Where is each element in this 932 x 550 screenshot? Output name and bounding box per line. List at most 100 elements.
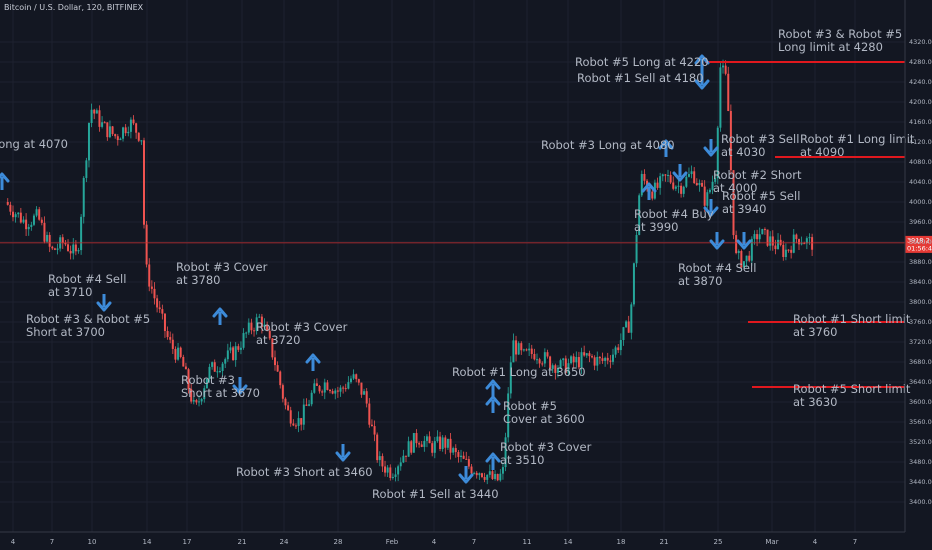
- candle-body: [609, 360, 612, 362]
- arrow-head: [335, 451, 351, 462]
- annotation-line: Robot #4 Sell: [678, 261, 756, 275]
- candle-body: [763, 229, 766, 231]
- annotation-label: Robot #2 Short at 4000: [713, 168, 802, 195]
- candle-body: [528, 348, 531, 351]
- candle-body: [494, 474, 497, 479]
- candle-body: [187, 369, 190, 389]
- annotation-label: Robot #1 Sell at 4180: [577, 71, 704, 85]
- candle-body: [305, 404, 308, 406]
- candle-body: [318, 385, 321, 392]
- annotation-label: Robot #5 Sell at 3940: [722, 189, 800, 216]
- candle-body: [604, 357, 607, 361]
- candle-body: [627, 321, 630, 333]
- candle-body: [119, 138, 122, 141]
- trade-arrows: [0, 54, 752, 484]
- candle-body: [698, 182, 701, 186]
- time-axis[interactable]: 4 7 10 14 17 21 24 28 Feb 4 7 11 14 18 21 25 Mar 4 7: [0, 531, 905, 546]
- candle-body: [232, 347, 235, 361]
- x-tick-label: 14: [564, 538, 573, 546]
- candle-body: [137, 132, 140, 141]
- candle-body: [530, 348, 533, 354]
- candle-body: [349, 378, 352, 383]
- x-tick-label: 7: [472, 538, 476, 546]
- y-tick-label: 4120.0: [909, 138, 932, 146]
- arrow-head: [694, 54, 710, 65]
- candle-body: [226, 350, 229, 360]
- x-tick-label: 7: [50, 538, 54, 546]
- y-tick-label: 4000.0: [909, 198, 932, 206]
- annotation-line: at 3510: [500, 453, 544, 467]
- candle-body: [163, 313, 166, 332]
- candle-body: [407, 441, 410, 457]
- candle-body: [575, 357, 578, 363]
- candle-body: [153, 288, 156, 299]
- annotation-label: Robot #3 & Robot #5 Short at 3700: [26, 312, 150, 339]
- x-tick-label: Feb: [386, 538, 399, 546]
- candle-body: [638, 195, 641, 235]
- candle-body: [182, 356, 185, 367]
- candle-body: [800, 243, 803, 245]
- candle-body: [541, 363, 544, 365]
- candle-body: [680, 185, 683, 194]
- limit-label-line: at 4090: [800, 145, 844, 159]
- candle-body: [446, 438, 449, 448]
- candle-body: [268, 330, 271, 339]
- candle-body: [77, 250, 80, 252]
- candle-body: [342, 387, 345, 389]
- x-tick-label: 11: [523, 538, 532, 546]
- candle-body: [808, 237, 811, 239]
- y-tick-label: 3800.0: [909, 298, 932, 306]
- candle-body: [556, 367, 559, 373]
- candle-body: [205, 378, 208, 389]
- y-tick-label: 3840.0: [909, 278, 932, 286]
- x-tick-label: 7: [853, 538, 857, 546]
- candle-body: [687, 174, 690, 177]
- candle-body: [292, 423, 295, 426]
- y-tick-label: 3480.0: [909, 458, 932, 466]
- candle-body: [308, 404, 311, 406]
- candle-body: [661, 174, 664, 177]
- limit-label: Robot #3 & Robot #5 Long limit at 4280: [778, 27, 902, 54]
- candle-body: [632, 263, 635, 305]
- candle-body: [216, 371, 219, 373]
- candle-body: [124, 127, 127, 134]
- candle-body: [289, 410, 292, 424]
- candle-body: [811, 237, 814, 250]
- candle-body: [622, 327, 625, 341]
- candle-body: [315, 383, 318, 386]
- limit-label: Robot #1 Short limit at 3760: [793, 312, 911, 339]
- candle-body: [488, 471, 491, 475]
- candle-body: [617, 347, 620, 351]
- candle-body: [177, 347, 180, 360]
- price-axis[interactable]: 3400.0 3440.0 3480.0 3520.0 3560.0 3600.0 3640…: [904, 0, 932, 532]
- x-tick-label: 25: [714, 538, 723, 546]
- annotation-label: Robot #4 Buy at 3990: [634, 207, 714, 234]
- candle-body: [237, 346, 240, 350]
- annotation-label: Robot #4 Sell at 3710: [48, 272, 126, 299]
- candle-body: [803, 243, 806, 245]
- candle-body: [122, 127, 125, 139]
- arrow-head: [232, 384, 248, 395]
- candle-body: [784, 249, 787, 258]
- candle-body: [596, 356, 599, 366]
- candle-body: [483, 476, 486, 480]
- y-tick-label: 3720.0: [909, 338, 932, 346]
- candle-body: [708, 189, 711, 193]
- x-tick-label: 28: [334, 538, 343, 546]
- candle-body: [758, 234, 761, 240]
- x-tick-label: 17: [183, 538, 192, 546]
- y-tick-label: 3600.0: [909, 398, 932, 406]
- candle-body: [127, 131, 130, 134]
- annotation-line: at 4030: [721, 145, 765, 159]
- annotation-line: Robot #3 Long at 4080: [541, 138, 675, 152]
- candle-body: [344, 388, 347, 390]
- limit-label-line: Robot #1 Short limit: [793, 312, 911, 326]
- x-tick-label: 21: [238, 538, 247, 546]
- candle-body: [412, 433, 415, 453]
- arrow-head: [672, 171, 688, 182]
- limit-label-line: at 3760: [793, 325, 837, 339]
- candle-body: [410, 441, 413, 453]
- candle-body: [30, 224, 33, 227]
- candle-body: [693, 171, 696, 184]
